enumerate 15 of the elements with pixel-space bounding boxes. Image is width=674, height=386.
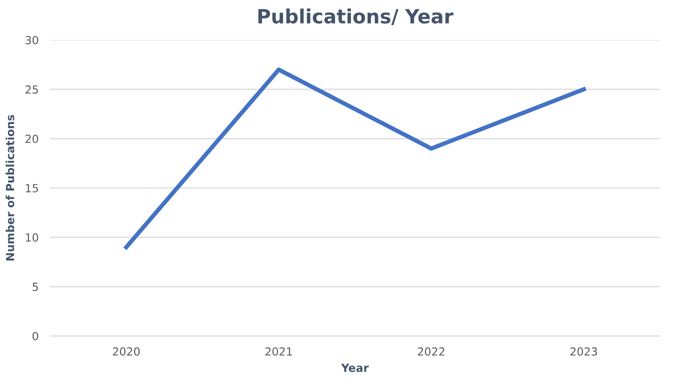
y-axis-title: Number of Publications [6,115,14,260]
chart-title: Publications/ Year [258,8,454,26]
y-tick-label: 10 [26,233,38,242]
y-tick-label: 15 [26,184,38,192]
x-tick-label: 2023 [570,347,597,356]
y-tick-label: 0 [32,332,38,340]
y-tick-label: 20 [26,134,38,144]
x-tick-label: 2020 [112,347,140,356]
x-tick-label: 2022 [418,347,444,356]
y-tick-label: 30 [26,36,38,44]
x-axis-title: Year [341,364,369,372]
y-tick-label: 5 [32,282,38,292]
x-tick-label: 2021 [265,347,292,356]
line-series [124,68,586,250]
y-tick-label: 25 [26,85,38,94]
